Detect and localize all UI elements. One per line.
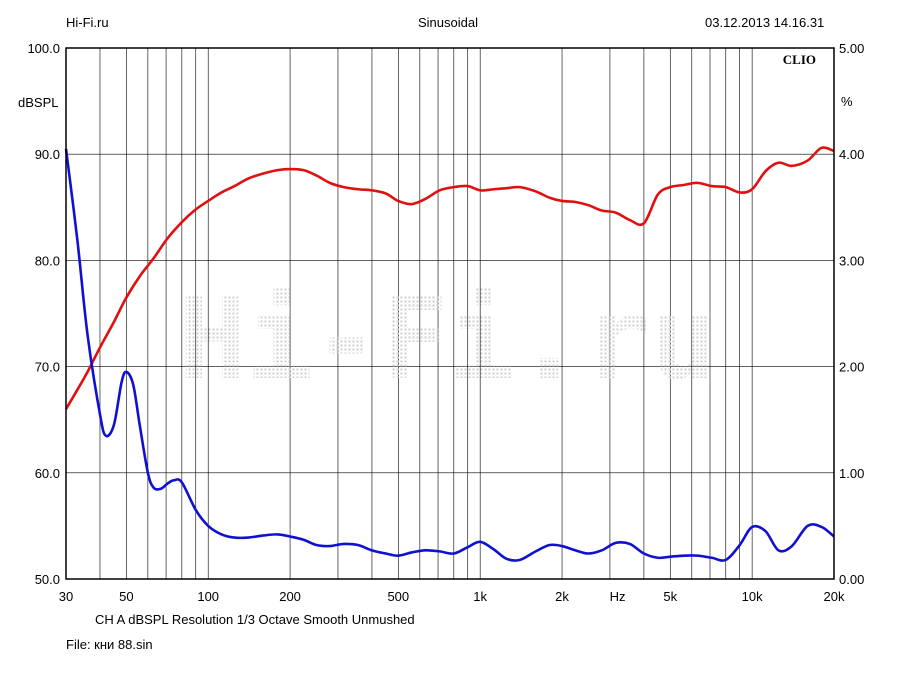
x-tick-label: 200 (279, 589, 301, 604)
right-axis-label: % (841, 94, 853, 109)
left-tick-label: 70.0 (35, 360, 60, 375)
left-axis-label: dBSPL (18, 95, 58, 110)
right-tick-label: 3.00 (839, 253, 864, 268)
x-tick-label: 500 (387, 589, 409, 604)
distortion-curve (64, 148, 835, 562)
plot-series (64, 146, 835, 562)
x-tick-label: 1k (473, 589, 487, 604)
x-tick-label: 30 (59, 589, 73, 604)
right-tick-label: 1.00 (839, 466, 864, 481)
x-tick-label: 50 (119, 589, 133, 604)
watermark: Hi-Fi.ru (178, 275, 717, 405)
right-tick-label: 2.00 (839, 360, 864, 375)
left-tick-label: 80.0 (35, 253, 60, 268)
x-tick-label: 2k (555, 589, 569, 604)
x-tick-label: 20k (824, 589, 845, 604)
left-tick-label: 50.0 (35, 572, 60, 587)
header-mode: Sinusoidal (418, 15, 478, 30)
left-tick-label: 60.0 (35, 466, 60, 481)
right-tick-label: 0.00 (839, 572, 864, 587)
measurement-settings: CH A dBSPL Resolution 1/3 Octave Smooth … (95, 612, 415, 627)
right-tick-label: 4.00 (839, 147, 864, 162)
right-tick-label: 5.00 (839, 41, 864, 56)
plot-frame (65, 47, 835, 580)
axes: 50.0 60.0 70.0 80.0 90.0 100.0 0.00 1.00 2.00 3.0… (27, 41, 864, 604)
left-tick-label: 90.0 (35, 147, 60, 162)
x-tick-label: 100 (197, 589, 219, 604)
spl-curve (64, 146, 835, 410)
file-name: File: кни 88.sin (66, 637, 153, 652)
header-site: Hi-Fi.ru (66, 15, 109, 30)
left-tick-label: 100.0 (27, 41, 60, 56)
x-tick-label: 5k (663, 589, 677, 604)
x-tick-label: Hz (610, 589, 626, 604)
header-timestamp: 03.12.2013 14.16.31 (705, 15, 825, 30)
clio-brand: CLIO (783, 52, 816, 67)
x-tick-label: 10k (742, 589, 763, 604)
